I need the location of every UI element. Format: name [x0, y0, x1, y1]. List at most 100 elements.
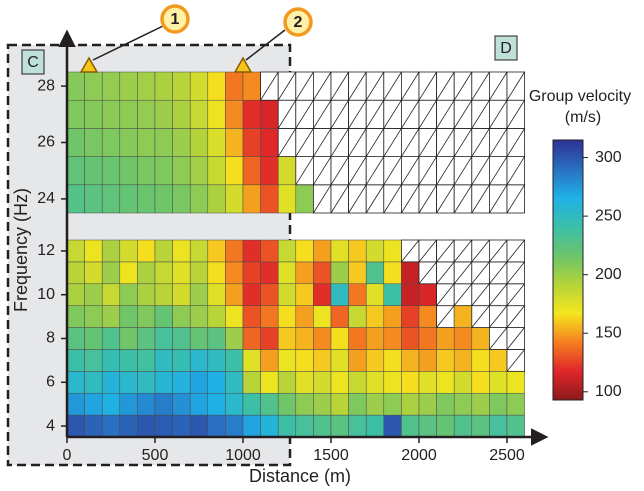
- heatmap-cell: [207, 349, 226, 372]
- heatmap-cell: [383, 239, 402, 263]
- heatmap-cell: [137, 71, 156, 101]
- heatmap-cell: [189, 349, 209, 372]
- heatmap-cell: [277, 261, 297, 285]
- no-data-hatch: [348, 99, 367, 129]
- heatmap-cell: [348, 283, 367, 306]
- heatmap-cell: [383, 283, 402, 306]
- x-tick-label: 0: [63, 447, 72, 464]
- no-data-hatch: [260, 71, 279, 101]
- label-box: [494, 35, 518, 61]
- heatmap-cell: [154, 414, 173, 438]
- y-tick-label: 4: [46, 417, 55, 434]
- heatmap-cell: [137, 414, 156, 438]
- heatmap-cell: [66, 239, 85, 263]
- no-data-hatch: [453, 156, 473, 186]
- marker-label: 1: [171, 11, 180, 28]
- region-label: D: [500, 40, 512, 57]
- heatmap-cell: [242, 261, 261, 285]
- colorbar-tick-label: 150: [595, 324, 622, 341]
- heatmap-cell: [453, 327, 473, 350]
- no-data-hatch: [489, 283, 508, 306]
- heatmap-cell: [119, 392, 138, 416]
- no-data-hatch: [348, 128, 367, 157]
- heatmap-cell: [383, 327, 402, 350]
- heatmap-cell: [295, 261, 314, 285]
- no-data-hatch: [418, 261, 437, 285]
- marker-badge: [160, 4, 190, 34]
- heatmap-cell: [313, 261, 332, 285]
- y-tick-label: 12: [37, 242, 55, 259]
- heatmap-cell: [242, 414, 261, 438]
- heatmap-cell: [277, 327, 297, 350]
- heatmap-cell: [154, 71, 173, 101]
- pointer-line: [245, 29, 286, 61]
- heatmap-cell: [383, 414, 402, 438]
- heatmap-cell: [436, 392, 455, 416]
- heatmap-cell: [119, 184, 138, 214]
- heatmap-cell: [66, 156, 85, 186]
- heatmap-cell: [172, 71, 191, 101]
- heatmap-cell: [172, 184, 191, 214]
- no-data-hatch: [471, 184, 490, 214]
- heatmap-cell: [348, 349, 367, 372]
- heatmap-cell: [207, 99, 226, 129]
- heatmap-cell: [172, 349, 191, 372]
- heatmap-cell: [154, 184, 173, 214]
- heatmap-cell: [189, 371, 209, 394]
- heatmap-cell: [137, 239, 156, 263]
- y-tick-label: 6: [46, 373, 55, 390]
- no-data-hatch: [453, 283, 473, 306]
- heatmap-cell: [189, 128, 209, 157]
- heatmap-cell: [295, 392, 314, 416]
- no-data-hatch: [453, 71, 473, 101]
- heatmap-cell: [225, 305, 244, 328]
- no-data-hatch: [383, 99, 402, 129]
- heatmap-cell: [101, 239, 121, 263]
- heatmap-cell: [66, 99, 85, 129]
- pointer-line: [92, 25, 164, 61]
- heatmap-cell: [260, 261, 279, 285]
- heatmap-cell: [189, 184, 209, 214]
- heatmap-cell: [225, 184, 244, 214]
- heatmap-cell: [119, 239, 138, 263]
- heatmap-cell: [66, 414, 85, 438]
- heatmap-cell: [295, 305, 314, 328]
- no-data-hatch: [383, 156, 402, 186]
- heatmap-cell: [66, 128, 85, 157]
- heatmap-cell: [260, 371, 279, 394]
- heatmap-cell: [295, 327, 314, 350]
- heatmap-cell: [383, 305, 402, 328]
- heatmap-cell: [453, 414, 473, 438]
- heatmap-cell: [313, 414, 332, 438]
- heatmap-cell: [453, 371, 473, 394]
- heatmap-cell: [137, 349, 156, 372]
- heatmap-cell: [137, 184, 156, 214]
- x-tick-label: 2500: [489, 447, 525, 464]
- heatmap-cell: [189, 327, 209, 350]
- heatmap-cell: [137, 327, 156, 350]
- heatmap-cell: [401, 371, 420, 394]
- no-data-hatch: [383, 128, 402, 157]
- no-data-hatch: [506, 261, 525, 285]
- heatmap-cell: [172, 371, 191, 394]
- heatmap-cell: [137, 371, 156, 394]
- no-data-hatch: [489, 156, 508, 186]
- heatmap-cell: [401, 261, 420, 285]
- heatmap-cell: [119, 261, 138, 285]
- heatmap-cell: [330, 371, 349, 394]
- heatmap-cell: [277, 305, 297, 328]
- heatmap-cell: [295, 283, 314, 306]
- heatmap-cell: [225, 349, 244, 372]
- heatmap-cell: [154, 349, 173, 372]
- heatmap-cell: [172, 327, 191, 350]
- no-data-hatch: [506, 239, 525, 263]
- heatmap-cell: [277, 283, 297, 306]
- heatmap-cell: [154, 392, 173, 416]
- no-data-hatch: [330, 184, 349, 214]
- heatmap-cell: [242, 99, 261, 129]
- heatmap-cell: [207, 327, 226, 350]
- no-data-hatch: [453, 261, 473, 285]
- heatmap-cell: [225, 392, 244, 416]
- heatmap-cell: [189, 392, 209, 416]
- no-data-hatch: [506, 156, 525, 186]
